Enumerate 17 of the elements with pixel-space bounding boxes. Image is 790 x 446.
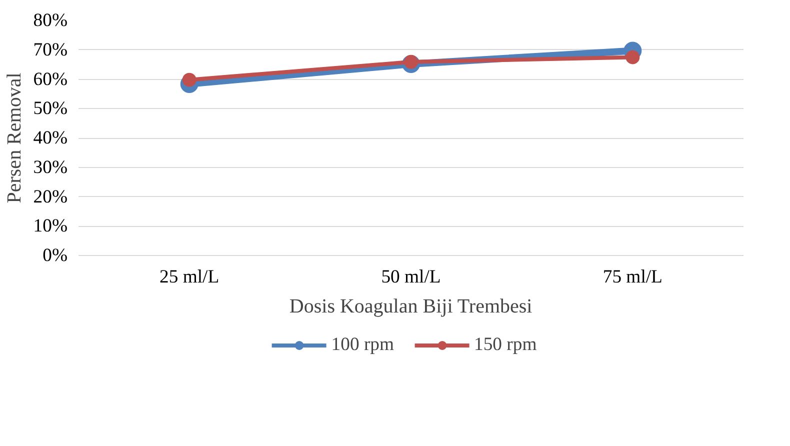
legend-label: 150 rpm: [474, 334, 537, 356]
y-tick-label: 60%: [33, 68, 68, 90]
y-tick-label: 30%: [33, 156, 68, 178]
y-tick-label: 20%: [33, 186, 68, 208]
x-tick-label: 75 ml/L: [602, 266, 662, 288]
x-tick-label: 25 ml/L: [160, 266, 220, 288]
y-tick-label: 0%: [42, 245, 68, 266]
y-axis-title: Persen Removal: [3, 72, 26, 204]
y-tick-label: 50%: [33, 98, 68, 120]
y-tick-label: 80%: [33, 10, 68, 31]
y-tick-label: 70%: [33, 39, 68, 60]
point: [626, 50, 640, 64]
y-tick-label: 40%: [33, 128, 68, 148]
x-tick-label: 50 ml/L: [381, 266, 441, 288]
legend-label: 100 rpm: [331, 334, 394, 356]
y-tick-label: 10%: [33, 216, 68, 237]
x-axis-title: Dosis Koagulan Biji Trembesi: [289, 296, 533, 318]
